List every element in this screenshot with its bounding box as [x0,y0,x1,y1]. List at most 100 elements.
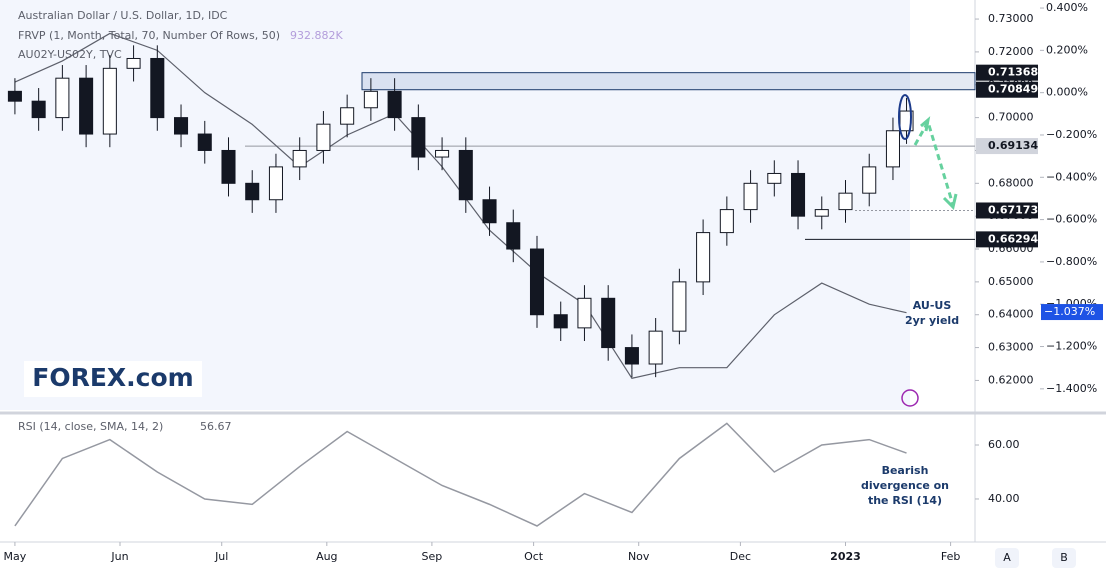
candle-body [150,57,165,119]
candle-body [648,330,663,365]
last-value-label: −1.037% [1044,305,1095,318]
logo: FOREX.com [32,363,193,392]
indicator-icon [901,389,919,407]
y-tick-label: 60.00 [988,438,1020,451]
arrow-heads [920,116,958,210]
logo-box [24,361,202,397]
y-tick-label: 0.62000 [988,373,1034,386]
y2-tick-label: −0.200% [1046,128,1097,141]
y-tick-label: 0.70000 [988,111,1034,124]
x-tick-label: Sep [422,550,443,563]
x-tick-label: Jul [214,550,228,563]
candle-body [743,182,758,211]
y2-tick-label: −1.400% [1046,382,1097,395]
candle-body [885,130,900,168]
x-tick-label: Aug [316,550,337,563]
button-a[interactable] [995,548,1019,568]
candle-body [458,149,473,201]
candle-body [862,166,877,194]
level-label-box [976,81,1038,98]
y2-tick-label: −0.400% [1046,170,1097,183]
candle-body [601,297,616,349]
candle-body [553,314,568,329]
candle-body [174,117,189,135]
annotation: divergence on [861,479,949,492]
y-tick-label: 0.73000 [988,12,1034,25]
level-label: 0.67173 [988,203,1038,216]
y-tick-label: 0.63000 [988,341,1034,354]
level-label: 0.70849 [988,83,1038,96]
level-label: 0.66294 [988,232,1038,245]
level-label: 0.71368 [988,66,1038,79]
candle-body [577,297,592,329]
level-label-box [976,64,1038,81]
candle-body [79,77,94,135]
level-label: 0.69134 [988,139,1038,152]
candle-body [102,67,117,135]
button-label[interactable]: A [1003,551,1011,564]
candle-body [791,172,806,217]
candle-body [672,281,687,332]
x-tick-label: Oct [524,550,544,563]
candle-body [838,192,853,211]
candle-body [221,149,236,184]
candle-body [292,149,307,168]
candle-body [529,248,545,316]
annotation: Bearish [882,464,929,477]
candle-body [31,100,46,119]
rsi-title: RSI (14, close, SMA, 14, 2) [18,420,163,433]
button-label[interactable]: B [1060,551,1068,564]
y-tick-label: 0.68000 [988,176,1034,189]
candle-body [696,232,711,283]
candle-body [340,107,355,125]
x-tick-label: Dec [730,550,751,563]
y2-tick-label: 0.000% [1046,86,1088,99]
y-tick-label: 40.00 [988,492,1020,505]
candle-body [245,182,260,201]
candle-body [435,149,450,158]
candle-body [7,90,22,102]
projection-arrow [913,118,955,206]
y2-tick-label: −1.200% [1046,340,1097,353]
indicator-legend: FRVP (1, Month, Total, 70, Number Of Row… [18,29,280,42]
y2-tick-label: 0.200% [1046,43,1088,56]
candle-body [197,133,212,151]
last-value-box [1041,304,1103,321]
x-tick-label: Feb [941,550,960,563]
candle-body [268,166,283,201]
chart-title: Australian Dollar / U.S. Dollar, 1D, IDC [18,9,228,22]
highlight-ellipse [898,94,912,140]
rsi-value: 56.67 [200,420,232,433]
y-tick-label: 0.65000 [988,275,1034,288]
y2-tick-label: −0.800% [1046,255,1097,268]
candle-body [363,90,378,109]
plot-layer: 0.620000.630000.640000.650000.660000.670… [0,0,1103,563]
level-label-box [976,202,1038,219]
y2-tick-label: 0.400% [1046,1,1088,14]
candle-body [719,209,734,234]
candle-body [55,77,70,119]
annotation: the RSI (14) [868,494,942,507]
x-tick-label: 2023 [830,550,861,563]
button-b[interactable] [1052,548,1076,568]
x-tick-label: Nov [628,550,650,563]
candle-body [387,90,402,119]
x-tick-label: Jun [110,550,128,563]
indicator-value: 932.882K [290,29,343,42]
candle-body [482,199,497,224]
candle-body [767,172,782,184]
candle-body [126,57,141,69]
level-label-box [976,138,1038,155]
candle-body [316,123,331,151]
y-tick-label: 0.64000 [988,308,1034,321]
y-tick-label: 0.72000 [988,45,1034,58]
rsi-line [14,422,907,527]
candle-body [624,347,639,365]
level-zone [361,72,976,91]
y2-tick-label: −0.600% [1046,213,1097,226]
level-label-box [976,231,1038,248]
legend-entry: AU02Y-US02Y, TVC [18,48,122,61]
annotation: 2yr yield [905,314,959,327]
candle-body [506,222,521,250]
